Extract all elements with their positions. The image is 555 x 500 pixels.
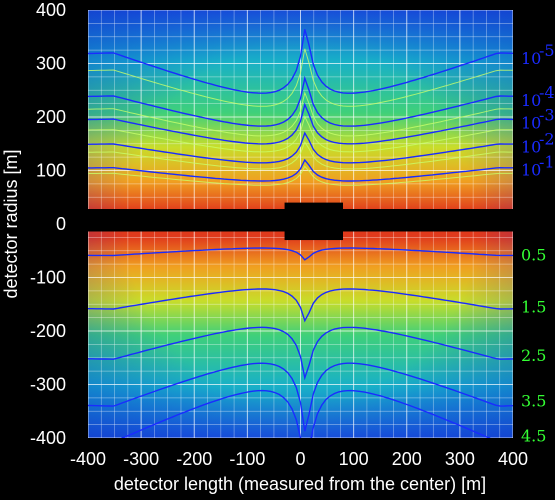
contour-line-upper: [88, 29, 513, 94]
contour-line-lower: [120, 389, 491, 438]
x-axis-label: detector length (measured from the cente…: [114, 474, 486, 494]
contour-line-upper-secondary: [88, 91, 513, 137]
y-tick-label: 200: [36, 107, 66, 127]
contour-line-upper-secondary: [88, 140, 513, 170]
y-tick-labels: 400 300 200 100 0 -100 -200 -300 -400: [30, 0, 66, 448]
contour-level-exponent: -5: [539, 41, 555, 60]
y-tick-label: -100: [30, 268, 66, 288]
contour-lines: [88, 29, 513, 438]
x-tick-label: -100: [229, 449, 265, 469]
contour-level-label: 3.5: [521, 392, 546, 411]
y-tick-label: -300: [30, 375, 66, 395]
contour-level-label: 1.5: [521, 297, 546, 316]
y-axis-label: detector radius [m]: [1, 149, 21, 298]
contour-level-exponent: -1: [539, 152, 555, 171]
x-tick-label: 0: [295, 449, 305, 469]
y-tick-label: -200: [30, 321, 66, 341]
contour-line-lower: [88, 362, 513, 432]
y-tick-label: 100: [36, 161, 66, 181]
contour-level-label: 4.5: [521, 426, 546, 445]
upper-contour-legend: 10-510-410-310-210-1: [521, 41, 555, 179]
contour-level-label: 10: [521, 160, 541, 179]
masked-regions: [88, 202, 513, 241]
x-tick-label: 200: [392, 449, 422, 469]
contour-line-upper-secondary: [88, 115, 513, 153]
contour-level-label: 0.5: [521, 245, 546, 264]
contour-level-exponent: -3: [539, 105, 555, 124]
contour-level-label: 2.5: [521, 346, 546, 365]
y-tick-label: 0: [56, 214, 66, 234]
contour-level-exponent: -4: [539, 83, 555, 102]
x-tick-label: 400: [498, 449, 528, 469]
contour-line-lower: [88, 326, 513, 381]
contour-line-upper: [88, 75, 513, 127]
x-tick-label: 100: [339, 449, 369, 469]
y-tick-label: 300: [36, 54, 66, 74]
contour-line-lower: [88, 247, 513, 261]
contour-line-upper: [88, 158, 513, 182]
contour-level-label: 10: [521, 49, 541, 68]
x-tick-label: -200: [176, 449, 212, 469]
contour-line-upper: [88, 131, 513, 164]
x-tick-label: 300: [445, 449, 475, 469]
contour-line-lower: [88, 288, 513, 323]
y-tick-label: -400: [30, 428, 66, 448]
contour-level-label: 10: [521, 91, 541, 110]
contour-line-upper-secondary: [88, 165, 513, 186]
lower-contour-legend: 0.5 1.5 2.5 3.5 4.5: [521, 245, 546, 445]
contour-level-label: 10: [521, 113, 541, 132]
contour-level-label: 10: [521, 137, 541, 156]
contour-level-exponent: -2: [539, 129, 555, 148]
x-tick-labels: -400 -300 -200 -100 0 100 200 300 400: [70, 449, 528, 469]
x-tick-label: -300: [123, 449, 159, 469]
contour-line-upper-secondary: [88, 48, 513, 107]
x-tick-label: -400: [70, 449, 106, 469]
masked-region: [284, 202, 343, 241]
contour-line-upper: [88, 102, 513, 145]
y-tick-label: 400: [36, 0, 66, 20]
